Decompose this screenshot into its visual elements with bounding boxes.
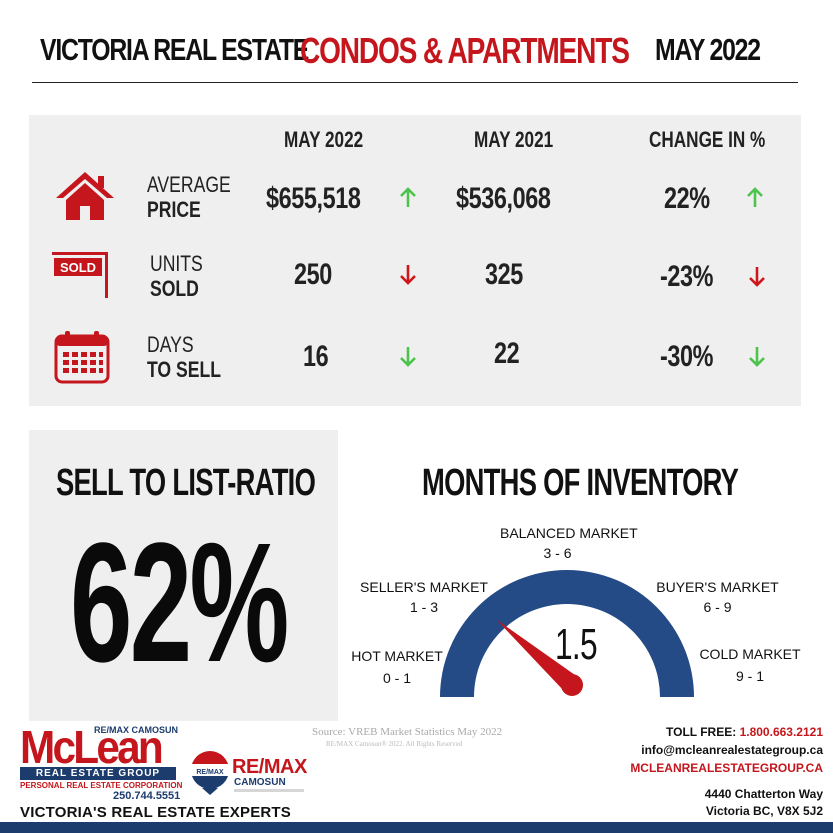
gauge-label-range: 1 - 3 (409, 599, 438, 615)
sell-to-list-value: 62% (70, 508, 289, 698)
source-note: Source: VREB Market Statistics May 2022 (312, 726, 503, 738)
stats-panel (29, 115, 801, 406)
average-price-previous: $536,068 (456, 182, 551, 215)
remax-balloon-icon: RE/MAX (191, 751, 229, 795)
remax-fineprint-line (234, 789, 304, 792)
gauge-label-range: 3 - 6 (543, 545, 572, 561)
mclean-corp: PERSONAL REAL ESTATE CORPORATION (20, 781, 183, 790)
toll-free-label: TOLL FREE: (666, 725, 737, 739)
column-header-previous: MAY 2021 (474, 127, 554, 152)
calendar-icon (54, 331, 110, 384)
mclean-phone: 250.744.5551 (113, 790, 181, 802)
gauge-label-balanced: BALANCED MARKET 3 - 6 (500, 525, 638, 561)
row-label-days-to-sell: DAYS TO SELL (147, 332, 221, 382)
row-label-top: DAYS (147, 332, 194, 357)
gauge-label-cold: COLD MARKET 9 - 1 (694, 646, 806, 684)
inventory-title: MONTHS OF INVENTORY (422, 462, 739, 504)
mclean-group-bar: REAL ESTATE GROUP (20, 767, 176, 780)
gauge-label-sellers: SELLER'S MARKET 1 - 3 (356, 579, 492, 615)
days-to-sell-current: 16 (303, 340, 329, 373)
gauge-label-range: 9 - 1 (735, 668, 764, 684)
gauge-needle (496, 619, 579, 693)
units-sold-previous: 325 (485, 258, 523, 291)
row-label-bottom: PRICE (147, 197, 201, 222)
gauge-needle-hub (561, 674, 583, 696)
gauge-label-name: SELLER'S MARKET (360, 579, 488, 595)
mclean-logo: RE/MAX CAMOSUN McLean REAL ESTATE GROUP … (20, 721, 183, 803)
gauge-label-name: COLD MARKET (699, 646, 801, 662)
page-header: VICTORIA REAL ESTATE CONDOS & APARTMENTS… (0, 30, 833, 74)
gauge-label-hot: HOT MARKET 0 - 1 (345, 648, 449, 686)
trend-up-icon (400, 187, 416, 207)
gauge-label-name: HOT MARKET (351, 648, 443, 664)
mclean-brand-top: RE/MAX CAMOSUN (94, 725, 179, 735)
row-label-top: AVERAGE (147, 172, 231, 197)
days-to-sell-previous: 22 (494, 337, 520, 370)
row-label-units-sold: UNITS SOLD (150, 251, 203, 301)
header-category-title: CONDOS & APARTMENTS (300, 30, 630, 71)
gauge-label-buyers: BUYER'S MARKET 6 - 9 (650, 579, 785, 615)
sold-sign-icon: SOLD (52, 252, 108, 298)
copyright-note: RE/MAX Camosun® 2022. All Rights Reserve… (326, 740, 463, 748)
address-line-1: 4440 Chatterton Way (704, 787, 823, 801)
column-header-change: CHANGE IN % (649, 127, 766, 152)
inventory-value: 1.5 (555, 620, 598, 669)
gauge-label-name: BALANCED MARKET (500, 525, 638, 541)
trend-down-icon (400, 265, 416, 285)
tagline: VICTORIA'S REAL ESTATE EXPERTS (20, 804, 291, 821)
units-sold-current: 250 (294, 258, 332, 291)
trend-down-icon (749, 267, 765, 287)
average-price-change: 22% (664, 182, 710, 215)
header-divider (32, 82, 798, 83)
trend-down-icon (749, 347, 765, 367)
row-label-bottom: TO SELL (147, 357, 221, 382)
remax-sub: CAMOSUN (234, 777, 286, 788)
units-sold-change: -23% (660, 260, 714, 293)
sell-to-list-panel (29, 430, 338, 721)
column-header-current: MAY 2022 (284, 127, 364, 152)
website-link[interactable]: MCLEANREALESTATEGROUP.CA (630, 761, 823, 775)
header-date: MAY 2022 (655, 32, 761, 67)
row-label-average-price: AVERAGE PRICE (147, 172, 231, 222)
trend-up-icon (747, 187, 763, 207)
footer-bar (0, 822, 833, 833)
toll-free: TOLL FREE: 1.800.663.2121 (666, 725, 823, 739)
house-icon (56, 172, 114, 220)
row-label-top: UNITS (150, 251, 203, 276)
trend-down-icon (400, 347, 416, 367)
toll-free-number[interactable]: 1.800.663.2121 (739, 725, 823, 739)
mclean-wordmark: McLean (20, 721, 164, 773)
sold-sign-text: SOLD (60, 260, 96, 275)
header-region-title: VICTORIA REAL ESTATE (40, 32, 309, 67)
remax-balloon-text: RE/MAX (196, 769, 224, 776)
remax-wordmark: RE/MAX (232, 756, 307, 778)
gauge-label-range: 0 - 1 (382, 670, 411, 686)
gauge-label-range: 6 - 9 (703, 599, 732, 615)
row-label-bottom: SOLD (150, 276, 199, 301)
email-link[interactable]: info@mcleanrealestategroup.ca (641, 743, 823, 757)
address-line-2: Victoria BC, V8X 5J2 (705, 804, 823, 818)
average-price-current: $655,518 (266, 182, 361, 215)
gauge-arc (440, 570, 694, 697)
sell-to-list-title: SELL TO LIST-RATIO (56, 462, 316, 504)
gauge-label-name: BUYER'S MARKET (656, 579, 779, 595)
days-to-sell-change: -30% (660, 340, 714, 373)
inventory-gauge (440, 570, 694, 697)
